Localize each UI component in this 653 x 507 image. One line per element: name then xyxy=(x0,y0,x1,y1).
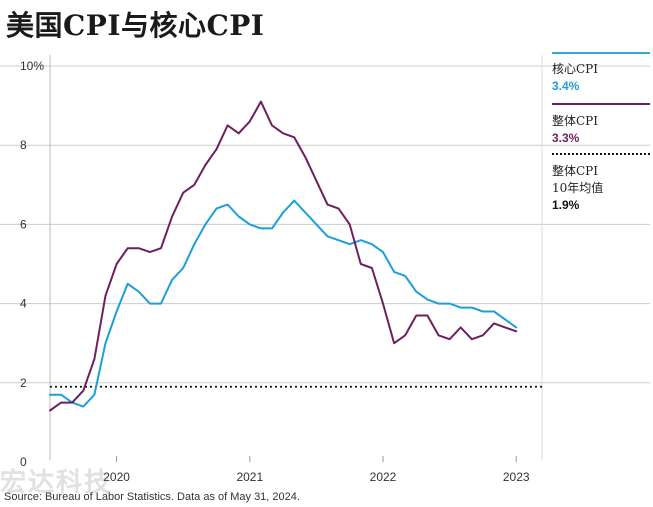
legend-core-value: 3.4% xyxy=(552,79,580,93)
x-tick-label-2021: 2021 xyxy=(236,470,263,484)
y-tick-label-2: 2 xyxy=(20,376,27,390)
legend-headline-cpi: 整体CPI 3.3% xyxy=(552,103,650,147)
legend-avg-name-line2: 10年均值 xyxy=(552,181,604,195)
series-line-core-cpi xyxy=(49,199,518,408)
x-tick-label-2022: 2022 xyxy=(370,470,397,484)
legend-core-name: 核心CPI xyxy=(552,62,598,76)
legend-ten-year-average: 整体CPI 10年均值 1.9% xyxy=(552,153,650,214)
legend-core-cpi: 核心CPI 3.4% xyxy=(552,52,650,95)
legend-avg-name-line1: 整体CPI xyxy=(552,164,598,178)
y-axis-ticks: 0 2 4 6 8 10% xyxy=(20,59,44,469)
watermark: 宏达科技 xyxy=(0,468,113,498)
x-tick-label-2020: 2020 xyxy=(103,470,130,484)
series-lines xyxy=(49,100,542,412)
legend-headline-value: 3.3% xyxy=(552,131,580,145)
y-tick-label-10: 10% xyxy=(20,59,44,73)
x-axis-ticks: 2020 2021 2022 2023 xyxy=(103,456,530,484)
y-tick-label-6: 6 xyxy=(20,217,27,231)
x-tick-label-2023: 2023 xyxy=(503,470,530,484)
series-line-headline-cpi xyxy=(49,100,518,412)
y-tick-label-0: 0 xyxy=(20,455,27,469)
source-note: Source: Bureau of Labor Statistics. Data… xyxy=(4,491,300,503)
chart-title: 美国CPI与核心CPI xyxy=(6,9,265,42)
legend-headline-name: 整体CPI xyxy=(552,114,598,128)
y-tick-label-4: 4 xyxy=(20,297,27,311)
grid-lines xyxy=(0,55,650,460)
legend-avg-value: 1.9% xyxy=(552,198,580,212)
y-tick-label-8: 8 xyxy=(20,138,27,152)
